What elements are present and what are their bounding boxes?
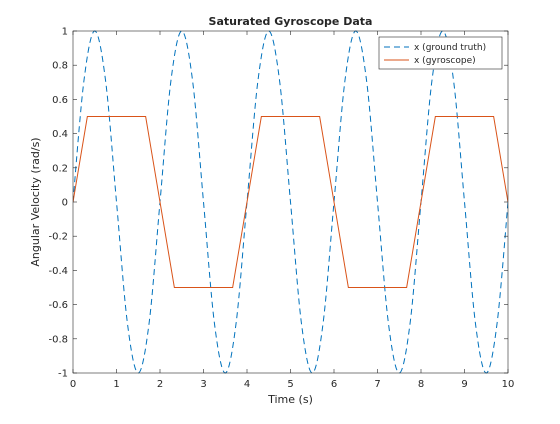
y-axis-label: Angular Velocity (rad/s) xyxy=(29,137,42,266)
x-tick-label: 3 xyxy=(200,379,206,390)
chart-title: Saturated Gyroscope Data xyxy=(209,15,373,28)
x-tick-label: 6 xyxy=(331,379,337,390)
y-tick-label: -1 xyxy=(58,369,68,380)
y-tick-label: 0.2 xyxy=(52,163,68,174)
series-line-1 xyxy=(73,30,508,374)
x-tick-label: 0 xyxy=(70,379,76,390)
y-tick-label: 0.6 xyxy=(52,95,68,106)
y-tick-label: 0 xyxy=(62,198,68,209)
y-tick-label: -0.8 xyxy=(48,334,68,345)
y-tick-label: 1 xyxy=(62,27,68,38)
x-tick-label: 10 xyxy=(502,379,515,390)
y-axis: -1 -0.8 -0.6 -0.4 -0.2 0 0.2 0.4 0.6 0.8 1 xyxy=(48,27,508,380)
x-tick-label: 2 xyxy=(157,379,163,390)
x-tick-label: 7 xyxy=(374,379,380,390)
x-tick-label: 8 xyxy=(418,379,424,390)
legend-box xyxy=(378,36,503,70)
y-tick-label: -0.4 xyxy=(48,266,68,277)
x-tick-label: 1 xyxy=(113,379,119,390)
legend: x (ground truth) x (gyroscope) xyxy=(378,36,503,70)
y-tick-label: -0.2 xyxy=(48,232,68,243)
y-tick-label: 0.4 xyxy=(52,129,68,140)
x-tick-label: 5 xyxy=(287,379,293,390)
x-axis: 0 1 2 3 4 5 6 7 8 9 10 xyxy=(70,31,515,390)
x-tick-label: 9 xyxy=(461,379,467,390)
y-tick-label: 0.8 xyxy=(52,61,68,72)
y-tick-label: -0.6 xyxy=(48,300,68,311)
series-layer xyxy=(73,30,508,374)
legend-label-2: x (gyroscope) xyxy=(414,56,476,66)
legend-label-1: x (ground truth) xyxy=(414,43,486,53)
x-axis-label: Time (s) xyxy=(267,393,313,406)
series-line-2 xyxy=(73,116,508,288)
x-tick-label: 4 xyxy=(244,379,250,390)
